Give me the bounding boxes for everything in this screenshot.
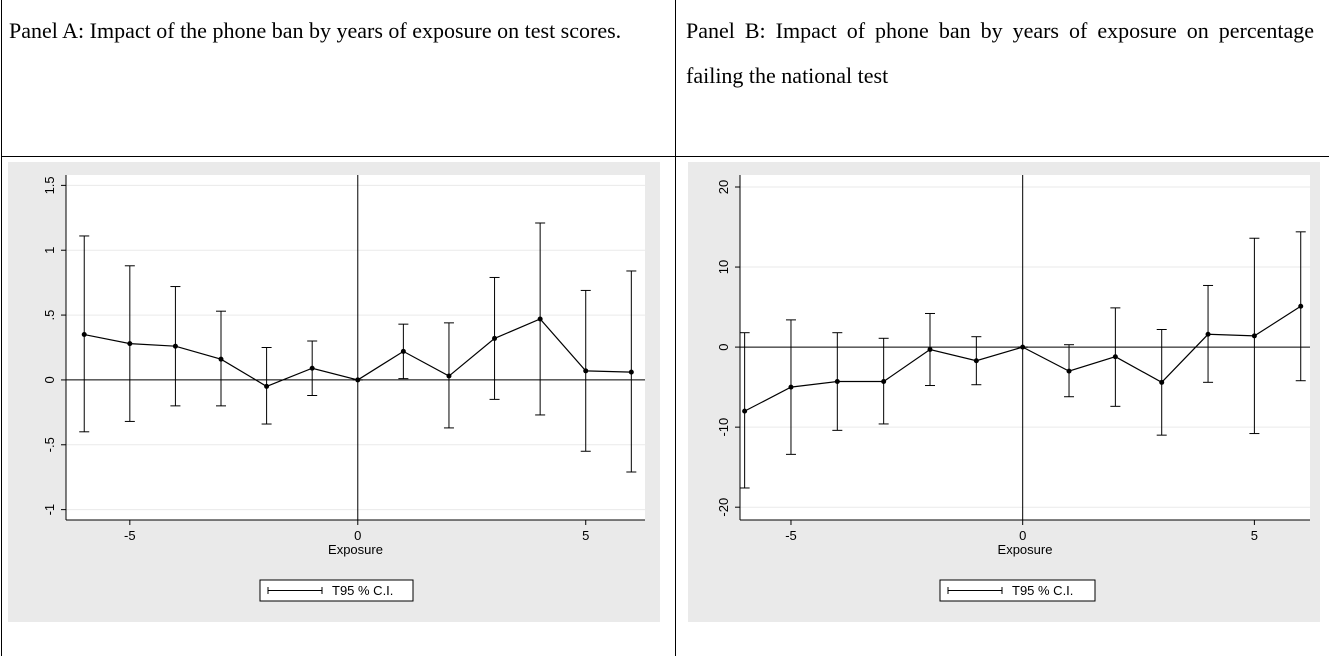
x-tick-label: 5 (582, 528, 589, 543)
point (881, 379, 887, 385)
point (1205, 331, 1211, 337)
point (973, 358, 979, 364)
point (127, 341, 133, 347)
x-axis-label: Exposure (998, 542, 1053, 557)
plot-area (66, 175, 645, 520)
table-border (1, 0, 2, 656)
table-border (675, 0, 676, 656)
point (834, 379, 840, 385)
point (81, 332, 87, 338)
x-axis-label: Exposure (328, 542, 383, 557)
y-tick-label: 20 (716, 180, 731, 194)
panel-header: Panel A: Impact of the phone ban by year… (9, 18, 622, 43)
point (1251, 333, 1257, 339)
point (1112, 354, 1118, 360)
y-tick-label: 1.5 (42, 176, 57, 194)
point (400, 348, 406, 354)
point (1020, 344, 1026, 350)
point (264, 383, 270, 389)
chart: -20 -10 0 10 20 -5 0 5 Exposure T95 % C.I. (688, 162, 1320, 622)
legend-box (939, 579, 1096, 602)
y-tick-label: -10 (716, 418, 731, 437)
point (492, 335, 498, 341)
legend-label: T95 % C.I. (332, 583, 393, 598)
point (1298, 303, 1304, 309)
chart: -1 -.5 0 .5 1 1.5 -5 0 5 Exposure T95 % C.I. (8, 162, 660, 622)
point (788, 384, 794, 390)
point (309, 365, 315, 371)
point (1066, 368, 1072, 374)
y-tick-label: .5 (42, 310, 57, 321)
x-tick-label: 0 (354, 528, 361, 543)
y-tick-label: 0 (42, 376, 57, 383)
panel-header: Panel B: Impact of phone ban by years of… (686, 18, 1314, 88)
x-tick-label: -5 (785, 528, 797, 543)
y-tick-label: 0 (716, 343, 731, 350)
point (742, 408, 748, 414)
point (537, 316, 543, 322)
point (583, 368, 589, 374)
y-tick-label: 1 (42, 247, 57, 254)
legend-box (259, 579, 414, 602)
x-tick-label: 0 (1019, 528, 1026, 543)
point (446, 373, 452, 379)
legend-label: T95 % C.I. (1012, 583, 1073, 598)
point (927, 347, 933, 353)
point (1159, 379, 1165, 385)
point (172, 343, 178, 349)
x-tick-label: 5 (1251, 528, 1258, 543)
y-tick-label: -20 (716, 498, 731, 517)
point (355, 377, 361, 383)
y-tick-label: -1 (42, 504, 57, 516)
table-border (1, 156, 1329, 157)
point (218, 356, 224, 362)
y-tick-label: -.5 (42, 437, 57, 452)
y-tick-label: 10 (716, 260, 731, 274)
x-tick-label: -5 (124, 528, 136, 543)
point (628, 369, 634, 375)
